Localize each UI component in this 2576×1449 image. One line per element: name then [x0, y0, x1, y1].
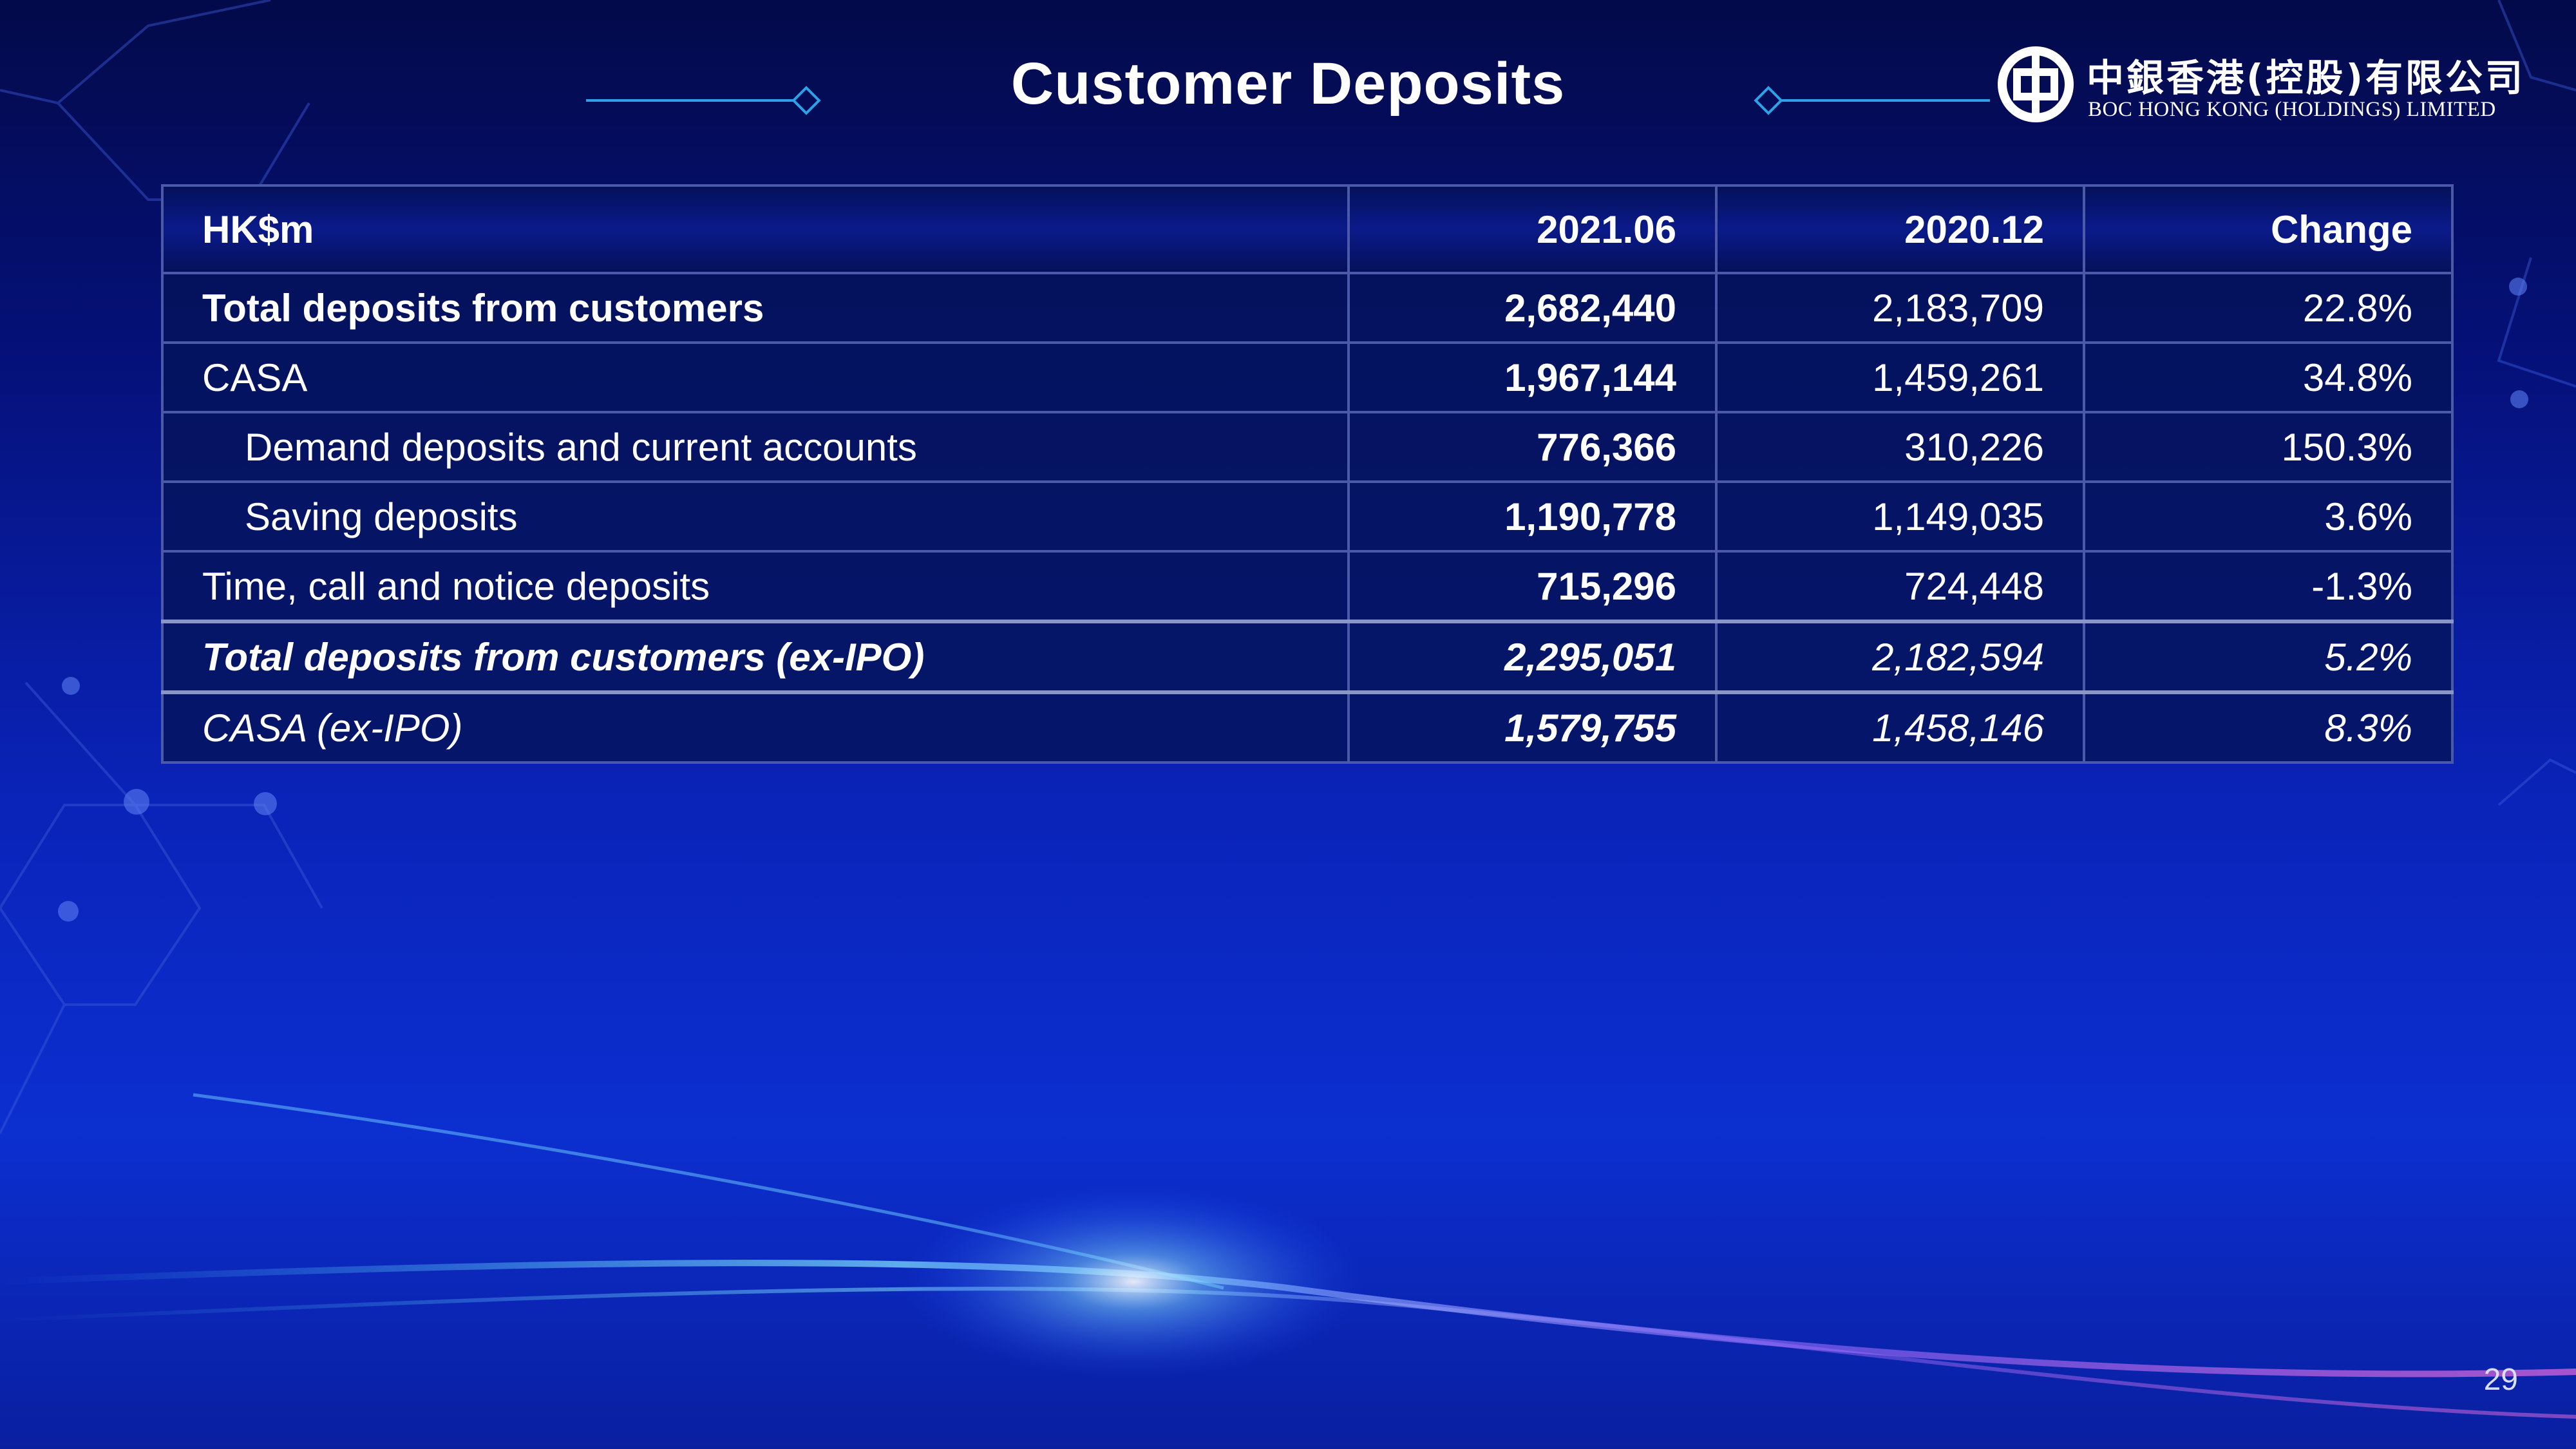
row-label: Total deposits from customers [161, 272, 1350, 344]
table-row: Demand deposits and current accounts 776… [161, 411, 2454, 483]
boc-logo-icon [1998, 46, 2074, 122]
logo-name-chinese: 中銀香港(控股)有限公司 [2087, 56, 2526, 100]
table-row: Total deposits from customers 2,682,440 … [161, 272, 2454, 344]
value-change: 150.3% [2083, 411, 2454, 483]
value-2021-06: 2,682,440 [1347, 272, 1718, 344]
logo-name-english: BOC HONG KONG (HOLDINGS) LIMITED [2088, 98, 2496, 121]
value-2021-06: 776,366 [1347, 411, 1718, 483]
column-header-unit: HK$m [161, 184, 1350, 274]
value-2021-06: 715,296 [1347, 550, 1718, 623]
value-change: 3.6% [2083, 480, 2454, 553]
table-row: Total deposits from customers (ex-IPO) 2… [161, 620, 2454, 694]
page-number: 29 [2483, 1363, 2518, 1397]
value-2020-12: 2,183,709 [1715, 272, 2085, 344]
value-change: 8.3% [2083, 690, 2454, 764]
value-2020-12: 310,226 [1715, 411, 2085, 483]
value-2021-06: 1,190,778 [1347, 480, 1718, 553]
column-header-2020-12: 2020.12 [1715, 184, 2085, 274]
row-label: CASA [161, 341, 1350, 413]
value-2020-12: 2,182,594 [1715, 620, 2085, 694]
value-change: -1.3% [2083, 550, 2454, 623]
company-logo: 中銀香港(控股)有限公司 BOC HONG KONG (HOLDINGS) LI… [1996, 45, 2523, 135]
customer-deposits-table: HK$m 2021.06 2020.12 Change Total deposi… [161, 184, 2454, 764]
value-2020-12: 1,459,261 [1715, 341, 2085, 413]
column-header-2021-06: 2021.06 [1347, 184, 1718, 274]
row-label: CASA (ex-IPO) [161, 690, 1350, 764]
value-change: 5.2% [2083, 620, 2454, 694]
value-2020-12: 1,458,146 [1715, 690, 2085, 764]
column-header-change: Change [2083, 184, 2454, 274]
table-row: Time, call and notice deposits 715,296 7… [161, 550, 2454, 623]
slide-title: Customer Deposits [1010, 51, 1566, 117]
value-change: 22.8% [2083, 272, 2454, 344]
table-row: CASA 1,967,144 1,459,261 34.8% [161, 341, 2454, 413]
row-label: Time, call and notice deposits [161, 550, 1350, 623]
table-row: CASA (ex-IPO) 1,579,755 1,458,146 8.3% [161, 690, 2454, 764]
row-label: Saving deposits [161, 480, 1350, 553]
value-2020-12: 724,448 [1715, 550, 2085, 623]
table-header-row: HK$m 2021.06 2020.12 Change [161, 184, 2454, 274]
value-2021-06: 1,579,755 [1347, 690, 1718, 764]
value-2020-12: 1,149,035 [1715, 480, 2085, 553]
table-row: Saving deposits 1,190,778 1,149,035 3.6% [161, 480, 2454, 553]
value-2021-06: 1,967,144 [1347, 341, 1718, 413]
row-label: Total deposits from customers (ex-IPO) [161, 620, 1350, 694]
value-change: 34.8% [2083, 341, 2454, 413]
row-label: Demand deposits and current accounts [161, 411, 1350, 483]
value-2021-06: 2,295,051 [1347, 620, 1718, 694]
